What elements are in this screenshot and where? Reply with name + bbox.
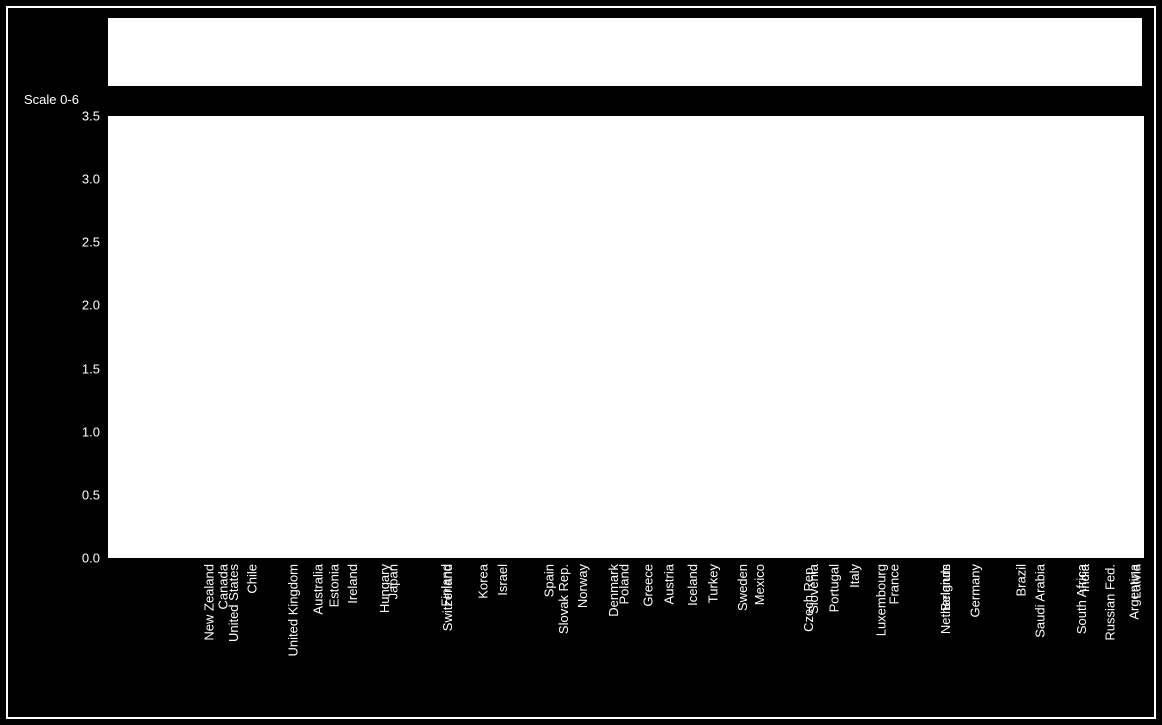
x-tick-label: Chile bbox=[245, 564, 260, 594]
x-tick-label: Slovak Rep. bbox=[556, 564, 571, 634]
plot-area bbox=[108, 116, 1144, 558]
x-tick-label: Saudi Arabia bbox=[1032, 564, 1047, 638]
x-tick-label: Finland bbox=[438, 564, 453, 607]
x-tick-label: Mexico bbox=[752, 564, 767, 605]
x-tick-label: Latvia bbox=[1128, 564, 1143, 599]
x-axis: New ZealandUnited StatesCanadaUnited Kin… bbox=[108, 564, 1144, 714]
x-tick-label: Russian Fed. bbox=[1103, 564, 1118, 641]
x-tick-label: Norway bbox=[575, 564, 590, 608]
y-tick-label: 1.5 bbox=[60, 361, 100, 376]
x-tick-label: Austria bbox=[661, 564, 676, 604]
x-tick-label: Turkey bbox=[705, 564, 720, 603]
x-tick-label: United Kingdom bbox=[285, 564, 300, 657]
x-tick-label: Slovenia bbox=[806, 564, 821, 614]
x-tick-label: Israel bbox=[495, 564, 510, 596]
chart-frame: Scale 0-6 0.0 0.5 1.0 1.5 2.0 2.5 3.0 3.5 New Z… bbox=[6, 6, 1156, 719]
x-tick-label: Belgium bbox=[938, 564, 953, 611]
x-tick-label: Japan bbox=[386, 564, 401, 599]
x-tick-label: Portugal bbox=[827, 564, 842, 612]
y-tick-label: 0.0 bbox=[60, 551, 100, 566]
title-band bbox=[108, 18, 1142, 86]
x-tick-label: Australia bbox=[311, 564, 326, 615]
x-tick-label: Spain bbox=[541, 564, 556, 597]
x-tick-label: Poland bbox=[616, 564, 631, 604]
x-tick-label: France bbox=[886, 564, 901, 604]
x-tick-label: Brazil bbox=[1014, 564, 1029, 597]
y-scale-label: Scale 0-6 bbox=[24, 92, 79, 107]
y-tick-label: 3.0 bbox=[60, 172, 100, 187]
x-tick-label: Sweden bbox=[735, 564, 750, 611]
x-tick-label: Ireland bbox=[345, 564, 360, 604]
x-tick-label: Italy bbox=[847, 564, 862, 588]
y-tick-label: 2.0 bbox=[60, 298, 100, 313]
x-tick-label: Korea bbox=[475, 564, 490, 599]
x-tick-label: Germany bbox=[967, 564, 982, 617]
x-tick-label: Estonia bbox=[326, 564, 341, 607]
y-tick-label: 0.5 bbox=[60, 487, 100, 502]
y-tick-label: 1.0 bbox=[60, 424, 100, 439]
x-tick-label: Iceland bbox=[685, 564, 700, 606]
x-tick-label: Canada bbox=[216, 564, 231, 610]
x-tick-label: Greece bbox=[641, 564, 656, 607]
y-tick-label: 3.5 bbox=[60, 109, 100, 124]
x-tick-label: India bbox=[1077, 564, 1092, 592]
y-tick-label: 2.5 bbox=[60, 235, 100, 250]
